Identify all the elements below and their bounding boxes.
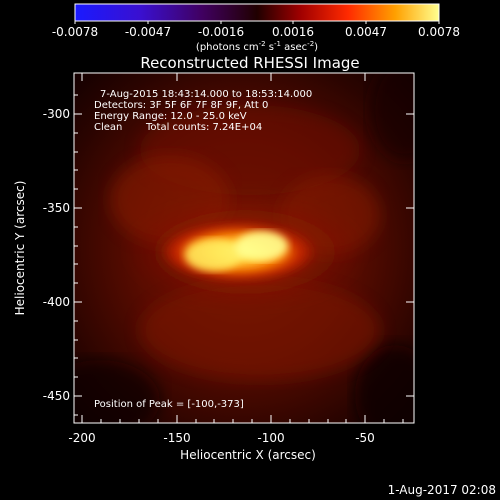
y-tick-2: -400 (43, 295, 70, 309)
y-axis-ticks (74, 94, 414, 416)
colorbar-tick-4: 0.0047 (345, 25, 387, 39)
colorbar-tick-5: 0.0078 (418, 25, 460, 39)
info-time-range: 7-Aug-2015 18:43:14.000 to 18:53:14.000 (100, 89, 312, 100)
info-total-counts: Total counts: 7.24E+04 (145, 122, 262, 133)
y-axis-title: Heliocentric Y (arcsec) (13, 181, 27, 316)
y-tick-3: -450 (43, 389, 70, 403)
y-tick-1: -350 (43, 201, 70, 215)
colorbar-unit: (photons cm-2 s-1 asec-2) (196, 40, 318, 53)
info-method: Clean (94, 122, 122, 133)
x-tick-0: -200 (68, 431, 95, 445)
info-energy-range: Energy Range: 12.0 - 25.0 keV (94, 111, 247, 122)
rhessi-image (74, 73, 414, 423)
x-tick-2: -100 (257, 431, 284, 445)
footer-date: 1-Aug-2017 02:08 (388, 483, 496, 497)
info-detectors: Detectors: 3F 5F 6F 7F 8F 9F, Att 0 (94, 100, 268, 111)
x-tick-1: -150 (163, 431, 190, 445)
colorbar (74, 3, 440, 22)
colorbar-tick-1: -0.0047 (125, 25, 171, 39)
y-tick-0: -300 (43, 107, 70, 121)
colorbar-ticks (74, 21, 440, 24)
plot-frame (73, 72, 415, 424)
colorbar-tick-2: -0.0016 (198, 25, 244, 39)
peak-position: Position of Peak = [-100,-373] (94, 399, 244, 410)
x-axis-title: Heliocentric X (arcsec) (180, 448, 316, 462)
x-tick-3: -50 (355, 431, 375, 445)
colorbar-tick-0: -0.0078 (52, 25, 98, 39)
plot-title: Reconstructed RHESSI Image (140, 54, 359, 72)
colorbar-tick-3: 0.0016 (272, 25, 314, 39)
x-axis-ticks (81, 73, 404, 423)
